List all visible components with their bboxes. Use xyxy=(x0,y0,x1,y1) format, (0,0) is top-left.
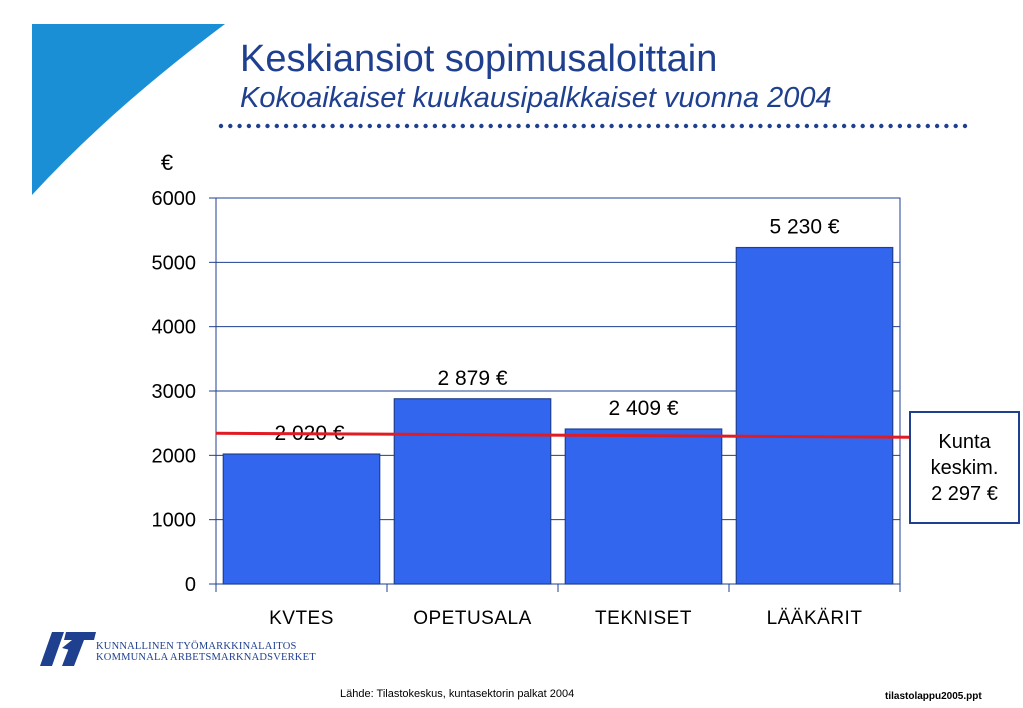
average-callout-line-1: Kunta xyxy=(938,431,991,453)
corner-decoration xyxy=(32,24,225,195)
y-tick-label: 6000 xyxy=(152,188,197,210)
average-callout: Kunta keskim. 2 297 € xyxy=(909,411,1020,524)
x-tick-label: OPETUSALA xyxy=(413,608,532,629)
page-title: Keskiansiot sopimusaloittain xyxy=(240,38,718,80)
file-name: tilastolappu2005.ppt xyxy=(885,691,982,702)
x-tick-label: KVTES xyxy=(269,608,334,629)
average-line xyxy=(215,431,915,439)
y-tick-label: 2000 xyxy=(152,445,197,467)
y-tick-label: 4000 xyxy=(152,317,197,339)
bar-kvtes xyxy=(222,453,381,585)
x-tick-label: TEKNISET xyxy=(595,608,692,629)
bar-value-label: 5 230 € xyxy=(769,216,839,239)
organization-name: KUNNALLINEN TYÖMARKKINALAITOS KOMMUNALA … xyxy=(96,641,316,663)
average-callout-line-2: keskim. xyxy=(930,457,999,479)
bar-opetusala xyxy=(393,398,552,585)
y-axis-label: € xyxy=(161,150,173,175)
y-tick-label: 5000 xyxy=(152,252,197,274)
x-tick-label: LÄÄKÄRIT xyxy=(767,608,863,629)
source-note: Lähde: Tilastokeskus, kuntasektorin palk… xyxy=(340,688,575,700)
kt-logo-icon xyxy=(40,632,96,666)
organization-name-fi: KUNNALLINEN TYÖMARKKINALAITOS xyxy=(96,641,297,652)
organization-name-sv: KOMMUNALA ARBETSMARKNADSVERKET xyxy=(96,652,316,663)
bar-value-label: 2 409 € xyxy=(608,397,678,420)
y-tick-label: 0 xyxy=(185,574,196,596)
bar-lääkärit xyxy=(735,246,894,585)
page-subtitle: Kokoaikaiset kuukausipalkkaiset vuonna 2… xyxy=(240,82,832,114)
average-callout-line-3: 2 297 € xyxy=(931,483,998,505)
dotted-divider xyxy=(218,123,968,129)
bar-value-label: 2 879 € xyxy=(437,367,507,390)
y-tick-label: 1000 xyxy=(152,510,197,532)
bar-tekniset xyxy=(564,428,723,585)
y-tick-label: 3000 xyxy=(152,381,197,403)
